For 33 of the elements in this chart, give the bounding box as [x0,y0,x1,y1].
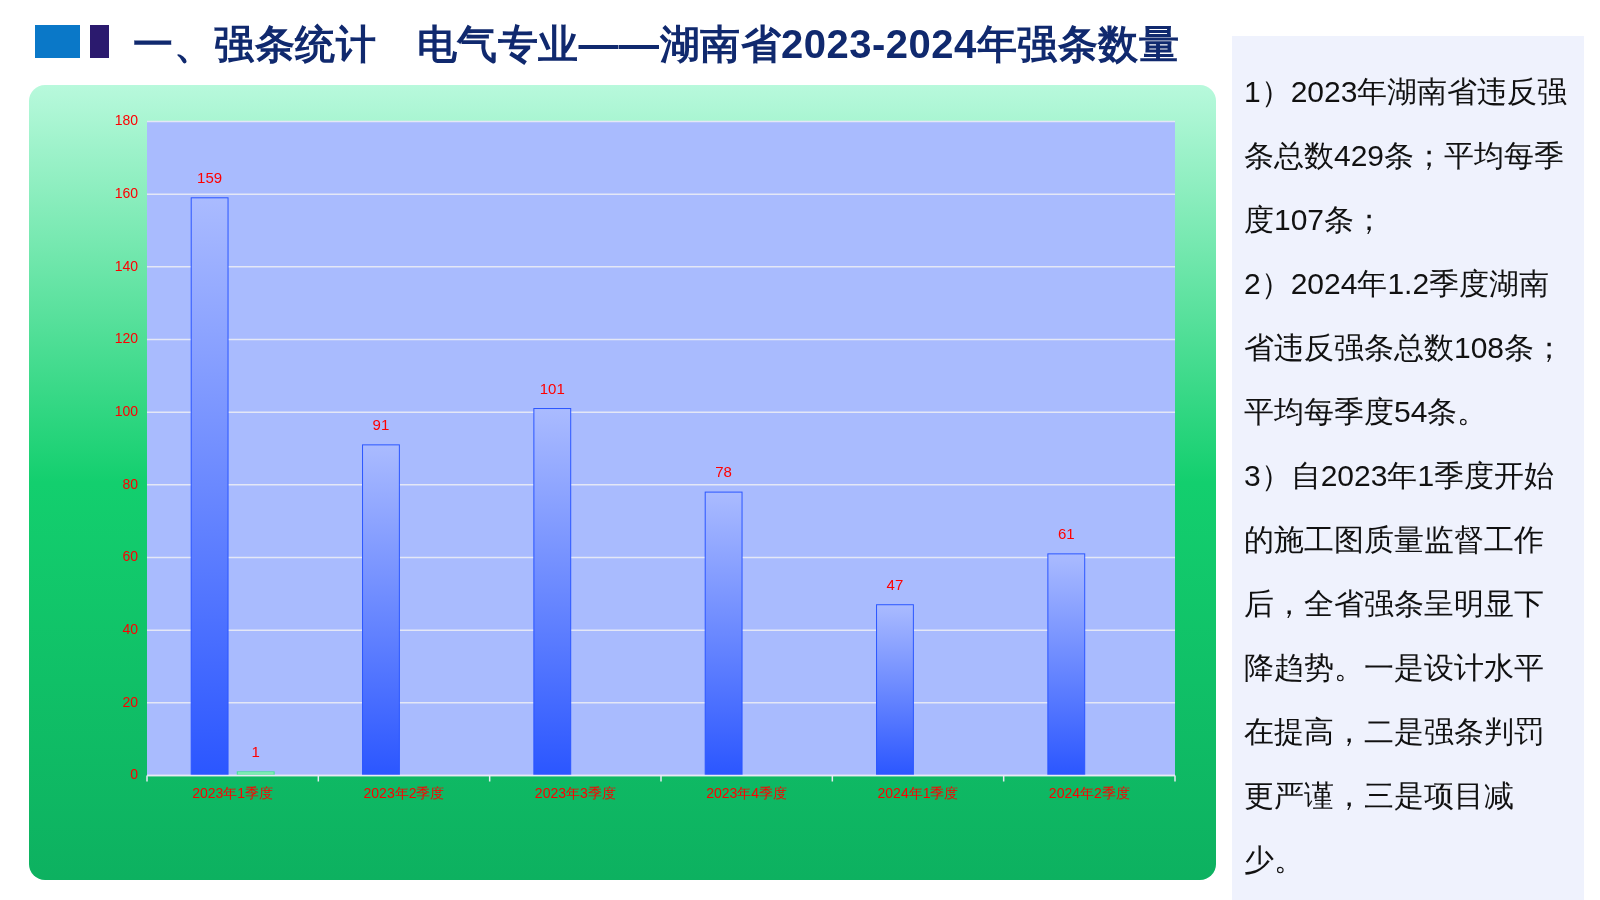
bar [190,197,229,776]
y-tick-label: 160 [114,184,139,201]
x-tick-label: 2023年3季度 [534,785,616,802]
y-tick-label: 180 [114,112,139,129]
data-label: 101 [539,379,565,397]
y-tick-label: 40 [122,620,139,637]
text: 1）2023年湖南省违反强条总数429条；平均每季度107条； [1244,74,1569,238]
bar [704,491,743,776]
y-tick-label: 60 [122,548,139,565]
bar [533,408,572,776]
chart-title: 一、强条统计 电气专业——湖南省2023-2024年强条数量 [133,22,1180,66]
x-tick-label: 2023年4季度 [706,785,788,802]
y-tick-label: 0 [130,766,139,783]
data-label: 91 [372,415,390,433]
bar [1047,553,1086,776]
text: 3）自2023年1季度开始的施工图质量监督工作后，全省强条呈明显下降趋势。一是设计水平在提高，二是强条判罚更严谨，三是项目减少。 [1244,458,1556,878]
data-label: 78 [715,463,732,481]
bar [362,444,400,776]
x-tick-label: 2024年1季度 [877,785,959,802]
y-tick-label: 20 [122,693,139,710]
data-label: 1 [251,742,260,760]
data-label: 47 [886,575,904,593]
x-tick-label: 2023年2季度 [363,785,445,802]
y-tick-label: 140 [114,257,139,274]
data-label: 159 [197,168,223,186]
text: 2）2024年1.2季度湖南省违反强条总数108条；平均每季度54条。 [1244,266,1566,430]
bar [876,604,914,776]
x-tick-label: 2024年2季度 [1048,785,1130,802]
y-tick-label: 80 [122,475,139,492]
data-label: 61 [1057,524,1075,542]
y-tick-label: 100 [114,402,139,419]
x-tick-label: 2023年1季度 [192,785,274,802]
y-tick-label: 120 [114,330,139,347]
